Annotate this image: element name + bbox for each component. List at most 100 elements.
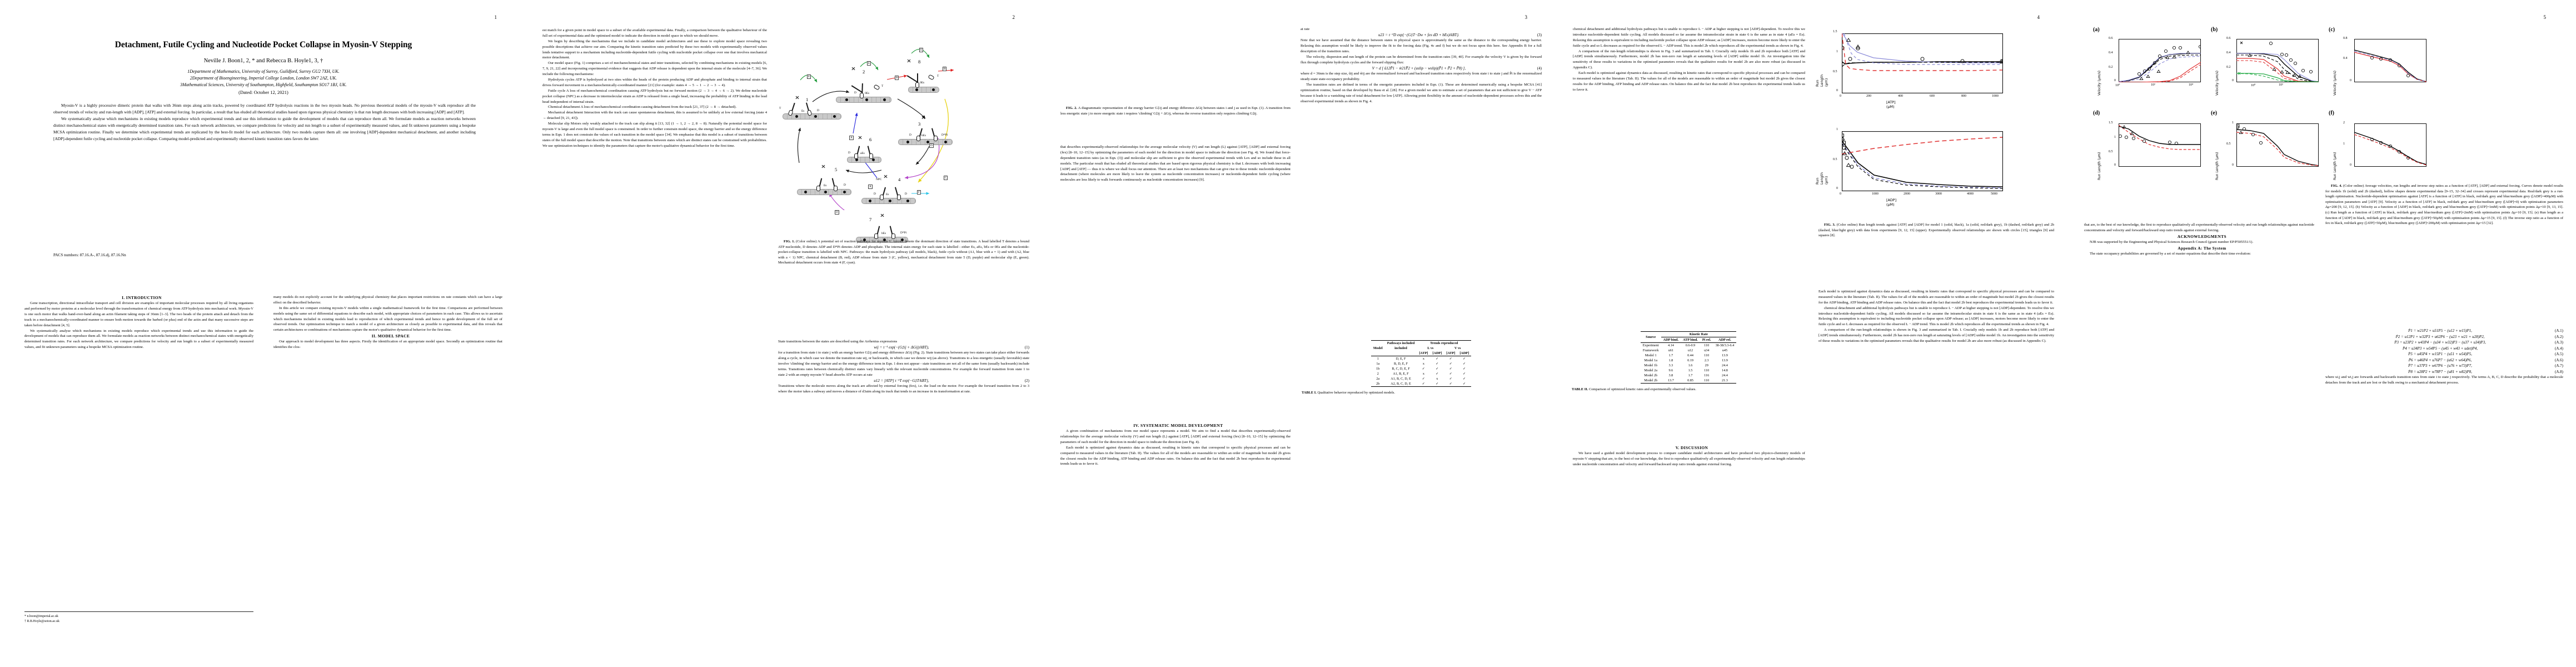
table-row: Model 1 1.7 0.44 110 13.9 (1641, 353, 1737, 358)
fig4-panel-label-d: (d) (2093, 110, 2100, 116)
fig4b-xtick-1: 10⁰ (2251, 84, 2256, 87)
cell-rate: 38-38/3.3-6.4 (1715, 344, 1735, 347)
pacs-numbers: PACS numbers: 87.16.A-, 87.16.dj, 87.16.… (53, 253, 126, 257)
equation-A3: Ṗ3 = u23P2 + w43P4 − (u34 + w32)P3 − (u3… (2394, 340, 2563, 345)
cell-trend: ✓ (1436, 382, 1439, 386)
fig4a-ytick-0.2: 0.2 (2109, 66, 2113, 69)
cell-rate: 1.7 (1668, 354, 1673, 357)
cell-rate: 14.8 (1721, 369, 1728, 372)
p4c1-paragraph-3: Each model is optimized against dynamics… (1573, 71, 1805, 92)
cell-trend: ✓ (1449, 382, 1452, 386)
p3c1-paragraph-2: Each model is optimized against dynamics… (1060, 445, 1291, 466)
fig3-top-xtick-0: 0 (1840, 94, 1841, 98)
affiliation-1: 1Department of Mathematics, University o… (187, 69, 340, 74)
section-heading-systematic: IV. SYSTEMATIC MODEL DEVELOPMENT (1133, 423, 1223, 428)
th-pi-rel: Pi rel. (1702, 338, 1711, 342)
fig3-bottom-xtick-3000: 3000 (1935, 192, 1942, 196)
table-row: 1a B, D, E, F x ✓ ✓ ✓ (1371, 361, 1471, 366)
fig4-panel-label-e: (e) (2211, 110, 2218, 116)
fig4b-ytick-0.6: 0.6 (2226, 37, 2231, 40)
p1c2-paragraph-3: Our approach to model development has th… (273, 340, 502, 350)
actin-track (856, 237, 908, 243)
table-row: 2a A1, B, C, D, E ✓ x ✓ ✓ (1371, 376, 1471, 381)
table-2-body: Experiment 4.14 0.6-0.9 110 38-38/3.3-6.4 Fra… (1640, 342, 1737, 384)
cell-trend: ✓ (1449, 362, 1452, 366)
table-1-head: Model Pathways included Trends reproduce… (1371, 340, 1472, 356)
table-1: Model Pathways included Trends reproduce… (1371, 340, 1472, 387)
p2c1-paragraph-3: Our model space (Fig. 1) comprises a set… (542, 61, 767, 77)
state-number-7: 7 (869, 217, 872, 222)
cell-rate: 13.9 (1721, 359, 1728, 362)
table-2-block: Source Kinetic Rate ADP bind. ATP bind. … (1572, 331, 1805, 396)
fig4a-ytick-0.4: 0.4 (2109, 51, 2113, 54)
cell-source: Model 2b (1644, 374, 1658, 377)
cell-rate: 3.8 (1668, 374, 1673, 377)
p1c1-paragraph-1: Gene transcription, directional intracel… (24, 301, 253, 327)
cargo-icon (851, 67, 856, 71)
cell-rate: 24.4 (1721, 374, 1728, 377)
fig4b-xtick-2: 10² (2279, 83, 2283, 87)
cargo-icon (907, 59, 911, 63)
section-heading-introduction: I. INTRODUCTION (122, 295, 162, 300)
p3c2-paragraph-b: Note that we have assumed that the dista… (1301, 38, 1542, 54)
p4c2-paragraph-3: A comparison of the run-length relations… (1818, 328, 2054, 344)
p4-column-1-lower: V. DISCUSSION We have used a guided mode… (1573, 445, 1805, 467)
cell-trend: x (1436, 377, 1438, 381)
fig4d-ylabel: Run Length (μm) (2097, 152, 2101, 180)
table-row: Model 2b 13.7 0.85 110 21.3 (1640, 378, 1737, 384)
cell-rate: 24.4 (1721, 364, 1728, 367)
figure-4-caption: FIG. 4. (Color online) Average velocitie… (2325, 184, 2563, 226)
p3c2-paragraph-c: The velocity, dispersion and run length … (1301, 55, 1542, 64)
figure-4-panel-grid: (a) Velocity (μm/s) 0.6 0.4 (2090, 27, 2434, 196)
p1c2-paragraph-2: In this article we compare existing myos… (273, 306, 502, 332)
p2c1-paragraph-6: Chemical detachment A loss of mechanoche… (548, 105, 737, 109)
cell-trend: ✓ (1422, 377, 1425, 381)
equation-A5: Ṗ5 = u45P4 + w15P1 − (u51 + w54)P5, (A.5… (2408, 352, 2563, 356)
fig3-bottom-ytick-0: 0 (1836, 187, 1838, 190)
fig4-panel-label-b: (b) (2211, 27, 2218, 33)
cell-pathways: B, C, D, E, F (1392, 367, 1410, 371)
equation-1: wij = τ⁻¹ exp(−(G‡ij + ΔGij)/kBT), (1) (874, 345, 1029, 350)
footnotes: * n.boon@imperial.ac.uk † R.B.Hoyle@soto… (24, 611, 253, 624)
table-1-header-row-3: [ATP] [ADP] [ATP] [ADP] (1371, 351, 1471, 356)
p2-column-1: est match for a given point in model spa… (542, 28, 767, 149)
p2c1-paragraph-4: Hydrolysis cycles ATP is hydrolysed at t… (542, 78, 767, 87)
cell-trend: x (1422, 357, 1424, 361)
footnote-2: † R.B.Hoyle@soton.ac.uk (24, 620, 60, 623)
state-1-left-nuc: T (779, 107, 781, 110)
actin-track (836, 97, 891, 103)
fig4b-ylabel: Velocity (μm/s) (2215, 71, 2219, 96)
cell-rate: 2.3 (1704, 359, 1709, 362)
th-trends: Trends reproduced (1430, 341, 1458, 345)
th-source: Source (1646, 335, 1656, 339)
cell-trend: ✓ (1463, 357, 1466, 361)
cell-rate: 13.9 (1721, 354, 1728, 357)
date-line: (Dated: October 12, 2021) (238, 89, 288, 95)
cell-source: Framework (1642, 349, 1659, 352)
cell-pathways: D, E, F (1396, 357, 1406, 361)
th-kinetic-rate: Kinetic Rate (1689, 332, 1708, 336)
fig4-panel-label-a: (a) (2093, 27, 2100, 33)
cell-model: 1a (1376, 362, 1380, 366)
cell-trend: ✓ (1436, 367, 1439, 371)
actin-track (847, 157, 881, 163)
figure-4-caption-block: FIG. 4. (Color online) Average velocitie… (2325, 183, 2563, 226)
fig4e-ytick-1: 1 (2232, 121, 2234, 125)
equation-A2: Ṗ2 = u12P1 + w32P3 + u62P6 − (u23 + w21 … (2395, 334, 2563, 339)
page-5: 5 (a) Velocity (μm/s) (2070, 0, 2576, 667)
p4-column-2: Each model is optimized against dynamics… (1818, 289, 2054, 344)
fig3-bottom-xtick-4000: 4000 (1967, 192, 1974, 196)
cell-rate: u61 (1668, 349, 1674, 352)
p1c2-paragraph-1: many models do not explicitly account fo… (273, 295, 502, 305)
cargo-icon (858, 136, 863, 140)
p2c1-paragraph-2: We begin by describing the mechanisms th… (542, 39, 767, 60)
fig4f-ytick-2: 2 (2343, 121, 2345, 125)
fig3-bottom-xtick-1000: 1000 (1872, 192, 1879, 196)
cell-trend: x (1422, 362, 1424, 366)
p2c1-paragraph-5: Futile cycle A loss of mechanochemical c… (542, 88, 767, 104)
state-8-strain: 0Es (920, 81, 925, 84)
cell-rate: 29 (1705, 364, 1708, 367)
figure-2-caption: FIG. 2. A diagrammatic representation of… (1060, 106, 1291, 116)
table-row: 1 D, E, F x ✓ ✓ ✓ (1371, 356, 1472, 362)
actin-track (861, 198, 916, 204)
